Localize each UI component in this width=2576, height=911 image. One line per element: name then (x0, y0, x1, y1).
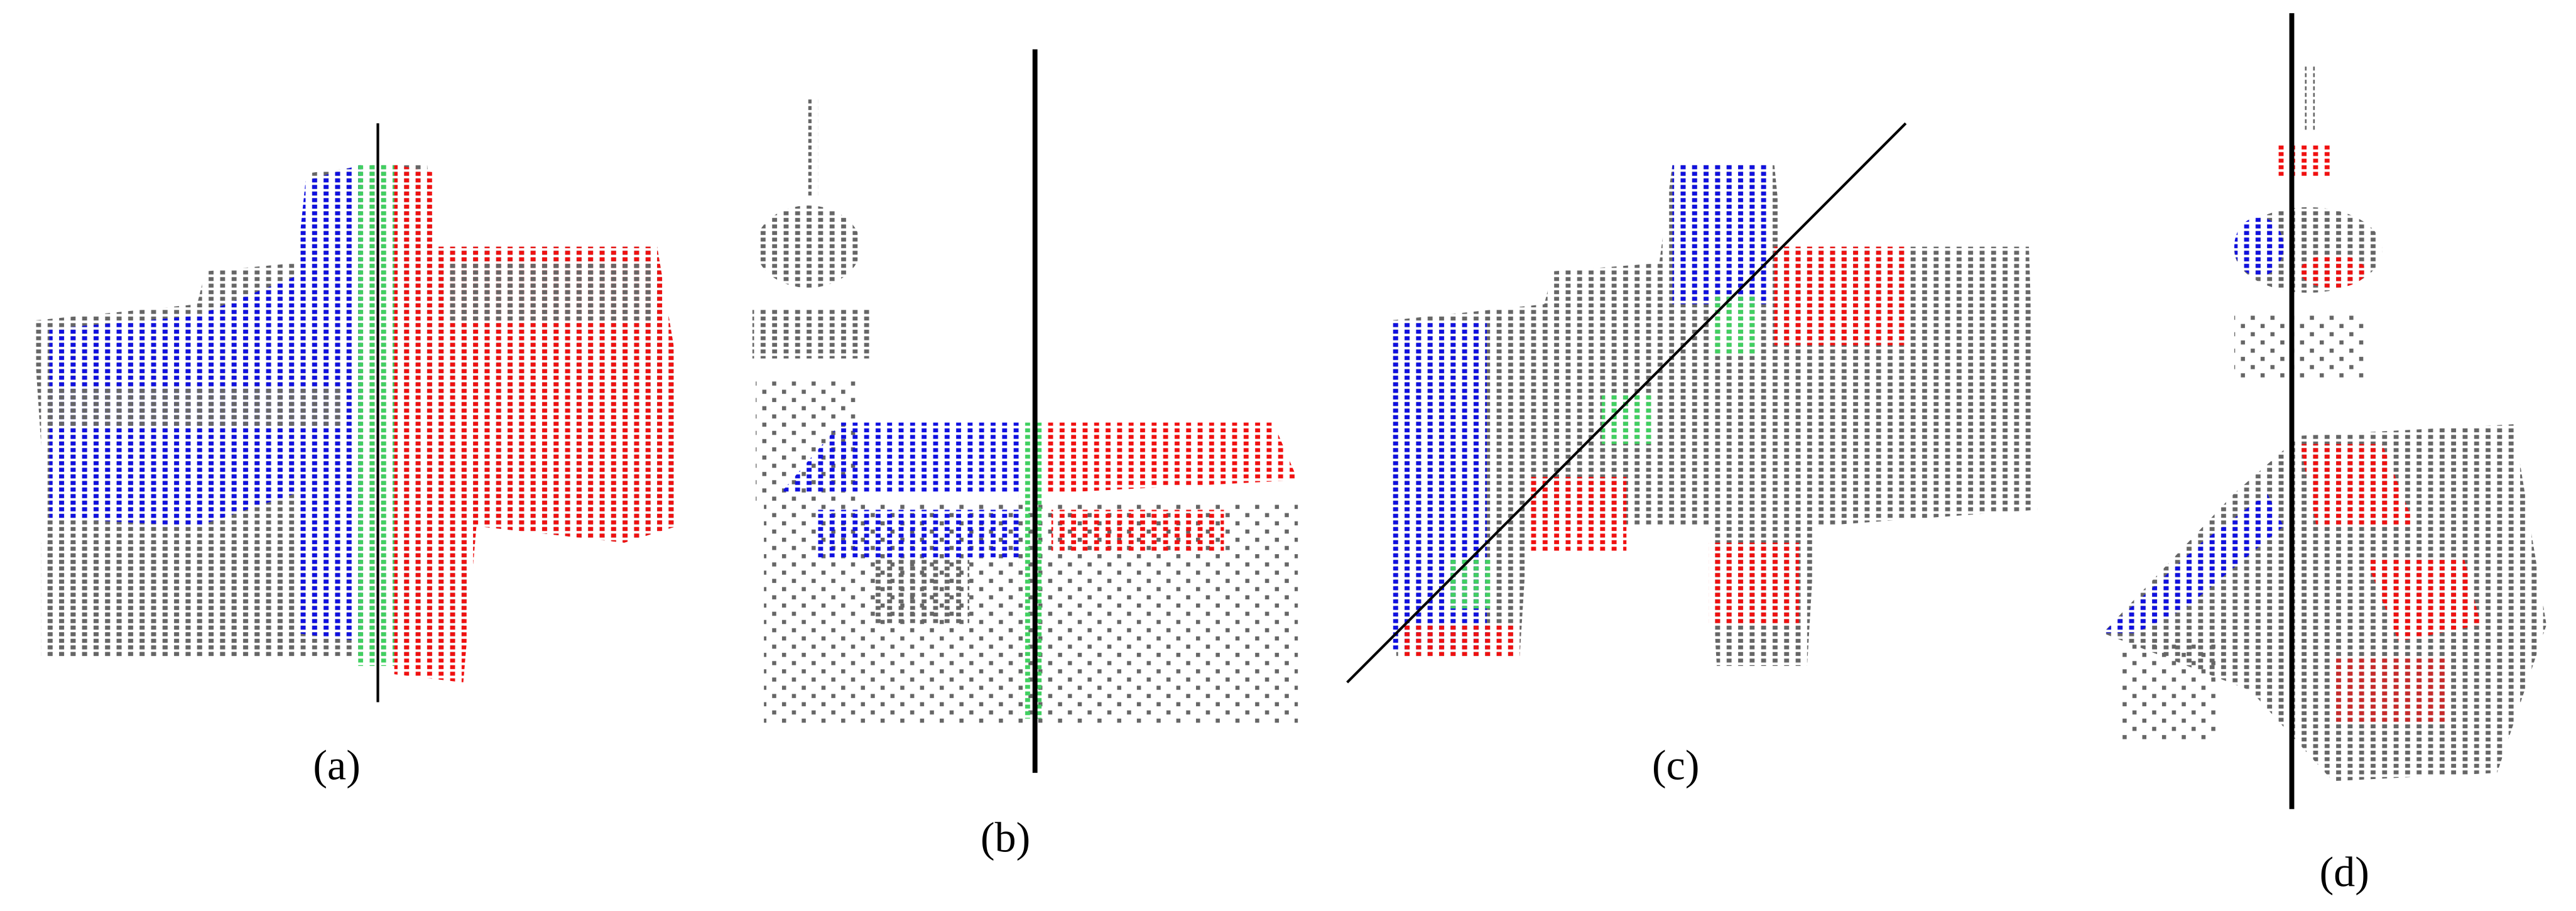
panel-label: (a) (313, 741, 360, 789)
cloud-gray (752, 309, 871, 359)
cloud-red (2366, 559, 2481, 641)
cloud-gray (756, 205, 861, 288)
cloud-gray (808, 99, 818, 198)
cloud-red (1051, 510, 1224, 551)
cloud-gray (41, 542, 296, 658)
cloud-red (2332, 657, 2448, 724)
panel-label: (b) (981, 814, 1030, 861)
cloud-green (358, 164, 394, 667)
cloud-red (1774, 246, 1906, 346)
cloud-red (2300, 444, 2415, 526)
cloud-blue (2234, 217, 2284, 276)
cloud-red (2300, 254, 2366, 288)
cloud-blue (780, 422, 1022, 494)
cloud-gray (49, 386, 345, 428)
cloud-gray (871, 559, 970, 625)
cloud-gray (2305, 65, 2315, 132)
panel-a-cloud (33, 123, 677, 702)
panel-b-cloud (752, 49, 1298, 773)
cloud-green (1018, 422, 1045, 719)
cloud-blue (2102, 493, 2284, 633)
panel-label: (c) (1652, 741, 1699, 789)
cloud-red (2275, 145, 2333, 178)
split-line (1346, 122, 1907, 684)
cloud-red (1405, 625, 1520, 658)
cloud-gray (443, 263, 658, 321)
cloud-red (394, 164, 677, 683)
cloud-green (1445, 559, 1496, 609)
panel-d-cloud (2102, 13, 2546, 809)
cloud-red (1709, 542, 1799, 625)
cloud-gray (2234, 312, 2366, 378)
cloud-red (1528, 477, 1627, 551)
panel-c-cloud (1346, 122, 2038, 684)
cloud-red (1045, 422, 1298, 494)
panel-label: (d) (2320, 848, 2369, 896)
cloud-blue (2119, 641, 2218, 740)
cloud-blue (1672, 164, 1771, 305)
cloud-blue (813, 510, 1019, 559)
cloud-green (1709, 296, 1758, 354)
